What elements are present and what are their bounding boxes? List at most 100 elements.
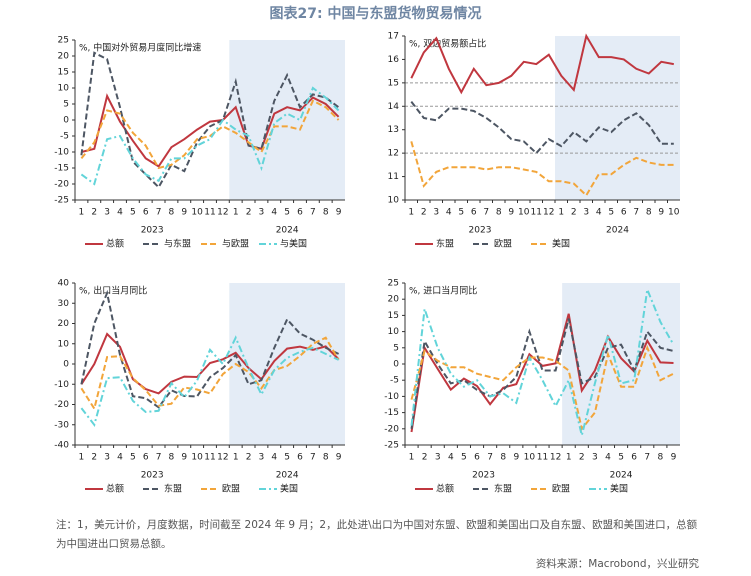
series-line xyxy=(80,335,340,427)
x-tick-label: 4 xyxy=(596,208,602,218)
x-tick-label: 7 xyxy=(310,453,316,463)
x-tick-label: 10 xyxy=(191,453,203,463)
legend-label: 与东盟 xyxy=(164,238,191,250)
shade-region xyxy=(555,36,680,200)
y-tick-label: 16 xyxy=(388,55,400,65)
x-tick-label: 9 xyxy=(658,208,664,218)
x-tick-label: 4 xyxy=(271,453,277,463)
series-line xyxy=(410,318,674,429)
y-tick-label: 40 xyxy=(58,279,70,289)
x-tick-label: 11 xyxy=(531,208,542,218)
legend-label: 总额 xyxy=(436,483,454,495)
x-tick-label: 1 xyxy=(408,208,414,218)
legend-label: 欧盟 xyxy=(494,238,512,250)
y-tick-label: 30 xyxy=(58,299,70,309)
x-tick-label: 1 xyxy=(233,208,239,218)
shade-region xyxy=(562,283,680,445)
x-tick-label: 8 xyxy=(169,453,175,463)
series-line xyxy=(410,141,674,197)
x-tick-label: 2 xyxy=(246,453,252,463)
x-tick-label: 6 xyxy=(474,453,480,463)
y-tick-label: 0 xyxy=(393,360,399,370)
y-tick-label: 0 xyxy=(63,116,69,126)
series-line xyxy=(410,100,674,155)
chart-title: %, 进口当月同比 xyxy=(409,285,477,297)
x-tick-label: 4 xyxy=(117,453,123,463)
x-tick-label: 10 xyxy=(191,208,203,218)
x-tick-label: 1 xyxy=(233,453,239,463)
x-tick-label: 2 xyxy=(422,453,428,463)
series-line xyxy=(80,99,340,170)
y-tick-label: -30 xyxy=(54,420,69,430)
series-line xyxy=(410,344,674,432)
legend-label: 总额 xyxy=(106,483,124,495)
chart-title: %, 中国对外贸易月度同比增速 xyxy=(79,42,201,54)
legend-label: 总额 xyxy=(106,238,124,250)
y-tick-label: -15 xyxy=(54,164,69,174)
x-tick-label: 8 xyxy=(169,208,175,218)
x-tick-label: 5 xyxy=(284,453,290,463)
x-tick-label: 8 xyxy=(657,453,663,463)
year-label: 2023 xyxy=(141,471,164,481)
x-tick-label: 4 xyxy=(448,453,454,463)
x-tick-label: 7 xyxy=(483,208,489,218)
x-tick-label: 5 xyxy=(608,208,614,218)
x-tick-label: 10 xyxy=(518,208,530,218)
x-tick-label: 3 xyxy=(259,208,265,218)
x-tick-label: 3 xyxy=(592,453,598,463)
y-tick-label: -15 xyxy=(384,408,399,418)
x-tick-label: 3 xyxy=(104,453,110,463)
x-tick-label: 8 xyxy=(500,453,506,463)
x-tick-label: 7 xyxy=(487,453,493,463)
y-tick-label: -10 xyxy=(54,148,69,158)
y-tick-label: -20 xyxy=(54,180,69,190)
legend-label: 东盟 xyxy=(436,238,454,250)
x-tick-label: 3 xyxy=(583,208,589,218)
year-label: 2023 xyxy=(472,471,495,481)
x-tick-label: 11 xyxy=(537,453,548,463)
x-tick-label: 12 xyxy=(543,208,554,218)
legend-label: 欧盟 xyxy=(552,483,570,495)
y-tick-label: 13 xyxy=(388,125,399,135)
y-tick-label: 5 xyxy=(63,100,69,110)
x-tick-label: 3 xyxy=(433,208,439,218)
y-tick-label: 14 xyxy=(388,102,400,112)
x-tick-label: 2 xyxy=(91,453,97,463)
year-label: 2023 xyxy=(469,226,492,236)
x-tick-label: 10 xyxy=(668,208,680,218)
y-tick-label: -5 xyxy=(60,132,69,142)
y-tick-label: 20 xyxy=(58,319,70,329)
x-tick-label: 6 xyxy=(143,453,149,463)
y-tick-label: -10 xyxy=(384,392,399,402)
legend-label: 东盟 xyxy=(494,483,512,495)
x-tick-label: 12 xyxy=(217,208,228,218)
x-tick-label: 10 xyxy=(524,453,536,463)
x-tick-label: 6 xyxy=(631,453,637,463)
x-tick-label: 1 xyxy=(566,453,572,463)
x-tick-label: 8 xyxy=(323,453,329,463)
year-label: 2024 xyxy=(610,471,633,481)
y-tick-label: -10 xyxy=(54,380,69,390)
series-line xyxy=(80,289,340,409)
y-tick-label: -25 xyxy=(384,441,399,451)
y-tick-label: -5 xyxy=(390,376,399,386)
x-tick-label: 5 xyxy=(130,453,136,463)
y-tick-label: 0 xyxy=(63,360,69,370)
x-tick-label: 7 xyxy=(156,208,162,218)
y-tick-label: 10 xyxy=(58,84,70,94)
x-tick-label: 3 xyxy=(435,453,441,463)
x-tick-label: 5 xyxy=(130,208,136,218)
year-label: 2023 xyxy=(141,226,164,236)
y-tick-label: -20 xyxy=(54,400,69,410)
x-tick-label: 7 xyxy=(633,208,639,218)
x-tick-label: 9 xyxy=(181,208,187,218)
series-line xyxy=(410,33,674,95)
y-tick-label: 17 xyxy=(388,32,399,42)
x-tick-label: 9 xyxy=(336,208,342,218)
x-tick-label: 3 xyxy=(104,208,110,218)
x-tick-label: 2 xyxy=(421,208,427,218)
x-tick-label: 6 xyxy=(297,453,303,463)
x-tick-label: 2 xyxy=(579,453,585,463)
x-tick-label: 9 xyxy=(671,453,677,463)
